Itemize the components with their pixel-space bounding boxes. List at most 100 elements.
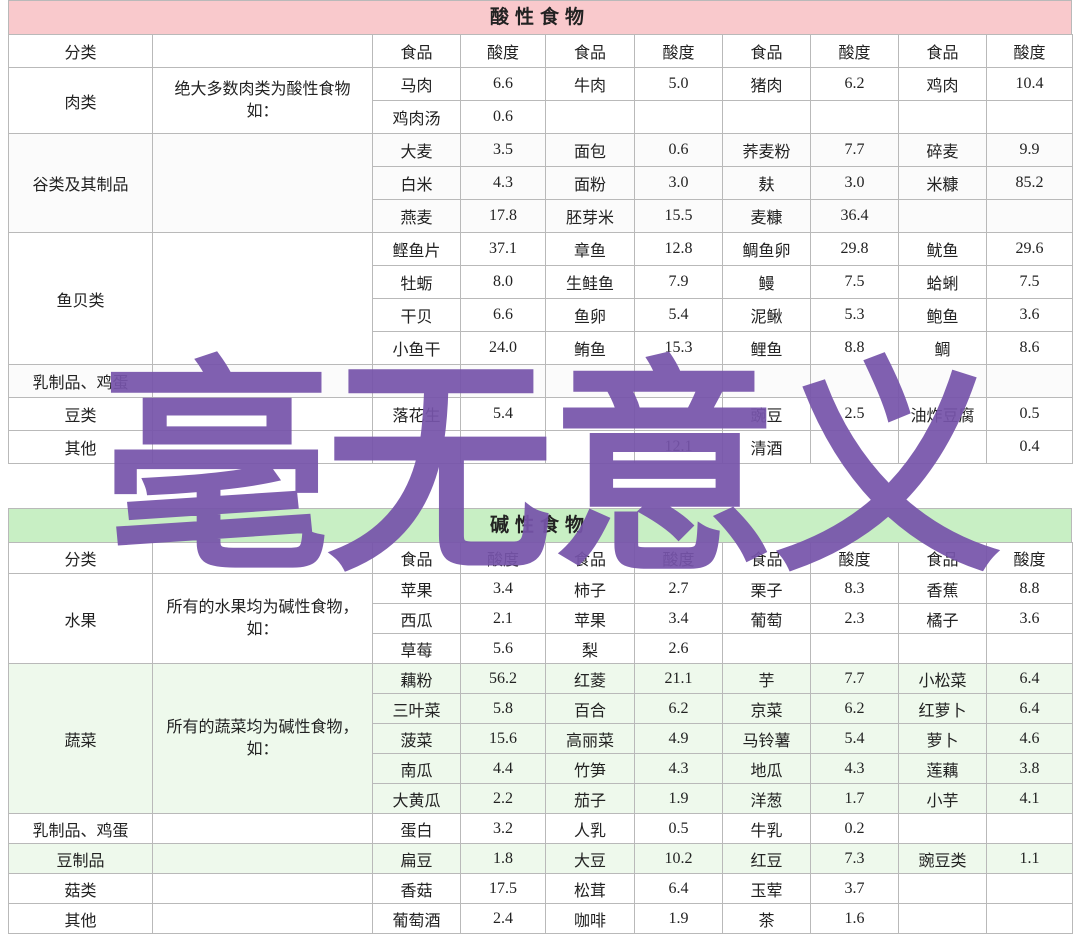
value-cell: 6.2 [634,693,723,724]
value-cell: 8.0 [460,265,546,299]
value-cell: 4.3 [810,753,899,784]
food-cell: 清酒 [722,430,811,464]
data-row: 鸡肉汤 0.6 [9,100,1073,134]
value-cell: 17.8 [460,199,546,233]
food-cell: 鲷鱼卵 [722,232,811,266]
value-cell: 1.8 [460,843,546,874]
note-cell: 所有的蔬菜均为碱性食物，如： [152,663,373,814]
food-cell: 麦糠 [722,199,811,233]
note-cell [152,843,373,874]
value-cell: 4.1 [986,783,1073,814]
header-cell: 食品 [722,542,811,574]
food-cell: 草莓 [372,633,461,664]
value-cell: 5.6 [460,633,546,664]
food-cell: 小鱼干 [372,331,461,365]
food-cell: 芋 [722,663,811,694]
food-cell: 洋葱 [722,783,811,814]
food-cell: 莲藕 [898,753,987,784]
food-cell: 蛋白 [372,813,461,844]
value-cell: 15.6 [460,723,546,754]
value-cell: 4.4 [460,753,546,784]
food-cell: 红菱 [545,663,635,694]
empty-cell [898,100,987,134]
category-cell: 乳制品、鸡蛋 [8,813,153,844]
empty-cell [898,199,987,233]
food-cell: 红萝卜 [898,693,987,724]
value-cell: 0.6 [460,100,546,134]
food-cell: 鲤鱼 [722,331,811,365]
food-cell: 蛤蜊 [898,265,987,299]
header-cell: 食品 [898,34,987,68]
header-cell: 食品 [722,34,811,68]
data-row: 牡蛎 8.0 生鲑鱼 7.9 鳗 7.5 蛤蜊 7.5 [9,265,1073,299]
value-cell: 36.4 [810,199,899,233]
value-cell: 4.9 [634,723,723,754]
value-cell: 1.7 [810,783,899,814]
value-cell: 7.9 [634,265,723,299]
table: 分类 食品 酸度 食品 酸度 食品 酸度 食品 酸度 肉类 绝大多数肉类为酸性食物如： 马肉 6.6 牛肉… [8,34,1073,464]
value-cell: 56.2 [460,663,546,694]
food-cell: 鱿鱼 [898,232,987,266]
food-cell: 萝卜 [898,723,987,754]
value-cell [810,430,899,464]
value-cell: 2.4 [460,903,546,934]
data-row: 西瓜 2.1 苹果 3.4 葡萄 2.3 橘子 3.6 [9,603,1073,634]
value-cell: 21.1 [634,663,723,694]
food-cell: 柿子 [545,573,635,604]
value-cell: 3.6 [986,298,1073,332]
note-cell [152,813,373,844]
note-cell [152,903,373,934]
alkaline-table: 碱性食物 分类 食品 酸度 食品 酸度 食品 酸度 食品 酸度 水果 所有的水果均为碱性食物，如：苹… [8,508,1073,934]
empty-cell [634,100,723,134]
data-row: 豆制品 扁豆 1.8 大豆 10.2 红豆 7.3 豌豆类 1.1 [8,843,1073,874]
food-cell: 大豆 [545,843,635,874]
data-row: 草莓 5.6 梨 2.6 [9,633,1073,664]
data-row: 蔬菜 所有的蔬菜均为碱性食物，如： 藕粉 56.2 红菱 21.1 芋 7.7 小松菜 6.4 [8,663,1073,814]
value-cell: 3.7 [810,873,899,904]
empty-cell [986,199,1073,233]
food-cell: 百合 [545,693,635,724]
food-cell: 南瓜 [372,753,461,784]
value-cell: 6.4 [986,693,1073,724]
food-cell: 栗子 [722,573,811,604]
note-cell: 绝大多数肉类为酸性食物如： [152,67,373,134]
empty-cell [810,633,899,664]
empty-cell [986,633,1073,664]
value-cell: 4.6 [986,723,1073,754]
food-cell [372,430,461,464]
data-row: 其他 葡萄酒 2.4 咖啡 1.9 茶 1.6 [8,903,1073,934]
value-cell: 0.2 [810,813,899,844]
header-cell [152,34,373,68]
note-cell: 所有的水果均为碱性食物，如： [152,573,373,664]
value-cell: 3.4 [634,603,723,634]
data-row: 其他 12.1 清酒 0.4 [8,430,1073,464]
category-cell: 乳制品、鸡蛋 [8,364,153,398]
empty-cell [722,633,811,664]
food-cell: 米糠 [898,166,987,200]
value-cell: 4.3 [634,753,723,784]
empty-cell [986,813,1073,844]
food-cell: 荞麦粉 [722,133,811,167]
value-cell: 0.5 [986,397,1073,431]
value-cell: 1.1 [986,843,1073,874]
value-cell: 0.5 [634,813,723,844]
value-cell: 1.9 [634,783,723,814]
data-row: 乳制品、鸡蛋 蛋白 3.2 人乳 0.5 牛乳 0.2 [8,813,1073,844]
data-row: 豆类 落花生 5.4 豌豆 2.5 油炸豆腐 0.5 [8,397,1073,431]
overlay-text: 毫无意义 [102,337,1002,603]
acid-table: 酸性食物 分类 食品 酸度 食品 酸度 食品 酸度 食品 酸度 肉类 绝大多数肉类为酸性食物如： 马肉… [8,0,1073,464]
header-cell: 酸度 [460,542,546,574]
note-cell [152,133,373,233]
value-cell: 5.0 [634,67,723,101]
empty-cell [986,903,1073,934]
empty-cell [986,100,1073,134]
value-cell: 8.8 [986,573,1073,604]
food-cell: 藕粉 [372,663,461,694]
value-cell [460,430,546,464]
value-cell: 5.4 [810,723,899,754]
value-cell: 6.6 [460,67,546,101]
header-cell: 酸度 [810,34,899,68]
food-cell: 马铃薯 [722,723,811,754]
value-cell: 5.4 [460,397,546,431]
